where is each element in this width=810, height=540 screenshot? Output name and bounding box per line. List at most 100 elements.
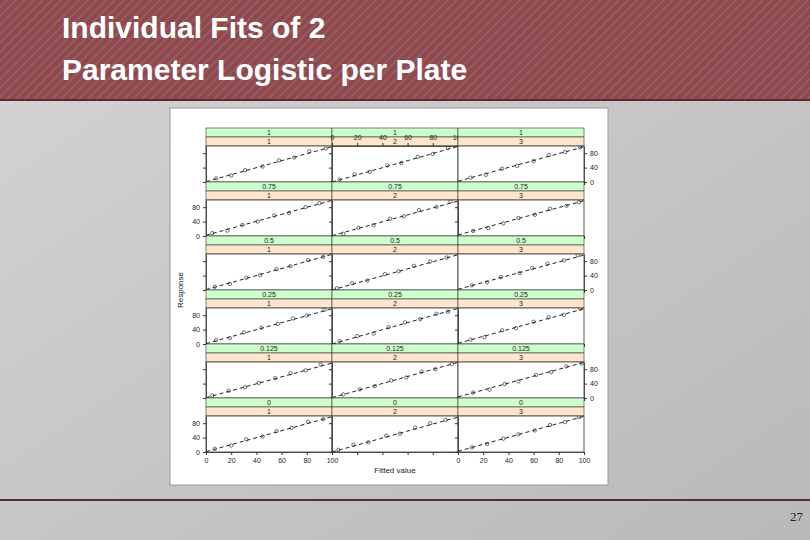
- y-tick: [455, 222, 458, 223]
- y-tick-mark: [584, 369, 587, 370]
- y-tick: [329, 384, 332, 385]
- y-axis-line: [584, 255, 585, 291]
- y-tick: 0: [196, 341, 206, 348]
- strip-bottom: [332, 299, 458, 308]
- fit-line: [206, 147, 332, 182]
- x-tick-label: 80: [303, 457, 311, 464]
- y-axis: [329, 255, 333, 291]
- data-point: [243, 168, 246, 171]
- y-tick: [455, 452, 458, 453]
- x-tick-label: 80: [555, 457, 563, 464]
- x-tick-mark: [433, 452, 434, 455]
- marks: [206, 308, 332, 344]
- panel: 02: [329, 398, 459, 455]
- x-tick: 20: [480, 452, 488, 464]
- y-tick: [203, 153, 206, 154]
- marks: [332, 417, 458, 452]
- plot-frame: [332, 416, 458, 452]
- y-tick-mark: [203, 182, 206, 183]
- marks: [332, 255, 458, 290]
- y-tick-label: 0: [590, 395, 594, 402]
- y-tick-mark: [329, 207, 332, 208]
- y-axis-line: [206, 363, 207, 399]
- strip-label: 0.125: [260, 345, 278, 352]
- fit-line: [206, 254, 332, 289]
- strip-top: [332, 398, 458, 407]
- plot-frame: [332, 146, 458, 182]
- y-tick: 40: [584, 380, 598, 387]
- panel: 0102040608010004080: [192, 398, 338, 464]
- y-tick-label: 40: [192, 326, 200, 333]
- x-tick-mark: [584, 452, 585, 455]
- y-tick-mark: [584, 276, 587, 277]
- x-tick-label: 100: [579, 457, 591, 464]
- y-tick-mark: [584, 384, 587, 385]
- y-tick-label: 80: [590, 258, 598, 265]
- y-axis-line: [206, 417, 207, 453]
- page-number: 27: [790, 509, 804, 524]
- marks: [458, 146, 584, 181]
- plot-frame: [458, 362, 584, 398]
- x-axis: [333, 452, 459, 455]
- strip-label: 2: [393, 354, 397, 361]
- strip-label: 2: [393, 246, 397, 253]
- plot-area: 020406080100: [455, 415, 590, 464]
- strip-top: [206, 344, 332, 353]
- y-axis: [329, 417, 333, 453]
- y-tick-mark: [203, 261, 206, 262]
- plot-area: [203, 146, 333, 185]
- strip-bottom: [206, 137, 332, 146]
- y-axis: [329, 363, 333, 399]
- x-tick-label: 20: [228, 457, 236, 464]
- strip-label: 0: [519, 399, 523, 406]
- y-axis-line: [458, 417, 459, 453]
- footer-rule: [0, 499, 810, 501]
- y-tick-mark: [584, 168, 587, 169]
- y-tick: [455, 438, 458, 439]
- fit-line: [332, 201, 458, 236]
- y-tick: 0: [584, 287, 594, 294]
- fit-line: [332, 362, 458, 397]
- y-axis: 04080: [584, 363, 598, 402]
- plot-frame: [332, 254, 458, 290]
- y-tick: 40: [192, 434, 206, 441]
- data-point: [576, 254, 579, 257]
- panel: 03020406080100: [455, 398, 590, 464]
- x-tick-mark: [256, 452, 257, 455]
- y-tick-mark: [329, 330, 332, 331]
- x-tick: 60: [278, 452, 286, 464]
- marks: [206, 200, 332, 235]
- y-tick: [329, 330, 332, 331]
- x-tick: 80: [429, 134, 437, 146]
- y-tick: 80: [584, 258, 598, 265]
- y-axis-line: [332, 363, 333, 399]
- x-tick-mark: [534, 452, 535, 455]
- plot-frame: [206, 254, 332, 290]
- y-axis-line: [332, 417, 333, 453]
- strip-top: [206, 290, 332, 299]
- data-point: [563, 150, 566, 153]
- strip-label: 0: [393, 399, 397, 406]
- y-tick-label: 80: [192, 420, 200, 427]
- x-tick-label: 60: [278, 457, 286, 464]
- y-tick-label: 0: [196, 341, 200, 348]
- marks: [206, 147, 332, 182]
- strip-label: 3: [519, 300, 523, 307]
- y-tick: [203, 261, 206, 262]
- strip-label: 1: [267, 138, 271, 145]
- x-tick: [433, 452, 434, 455]
- header: Individual Fits of 2Parameter Logistic p…: [0, 0, 810, 100]
- y-tick-mark: [584, 261, 587, 262]
- y-tick: [329, 315, 332, 316]
- y-axis: [329, 147, 333, 183]
- header-rule: [0, 99, 810, 101]
- x-tick: 0: [205, 452, 209, 464]
- y-axis: [455, 201, 459, 237]
- y-tick-mark: [329, 452, 332, 453]
- y-tick-mark: [329, 315, 332, 316]
- y-tick: [203, 290, 206, 291]
- fit-line: [458, 416, 584, 451]
- panel: 0.25104080: [192, 290, 332, 348]
- plot-area: 02040608010004080: [192, 416, 338, 464]
- header-stripe: [780, 0, 810, 100]
